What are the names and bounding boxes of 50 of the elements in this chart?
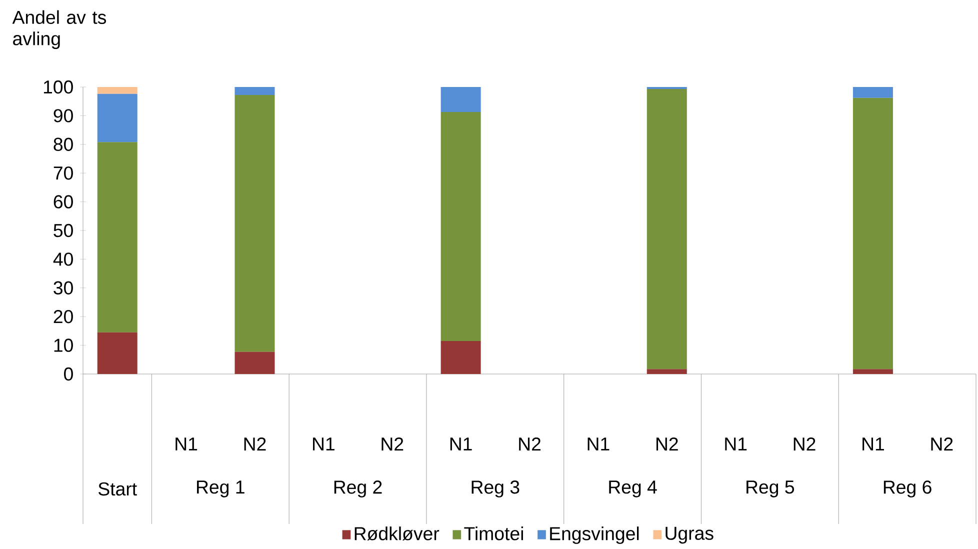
x-tick-label: N2 [382,437,404,451]
y-tick-label: 80 [54,138,73,152]
bar [234,86,275,96]
legend-label: Ugras [666,526,714,544]
y-tick-label: 40 [53,252,73,266]
y-axis-title: Andel av ts avling [12,10,106,49]
text: Reg 5 [746,480,794,498]
legend-label: Timotei [464,526,523,540]
y-tick-label: 90 [54,109,73,122]
bar [440,86,481,112]
y-tick-label: 0 [64,367,73,381]
bar [97,142,138,332]
bar [852,86,893,98]
bar [97,94,138,142]
bar [234,352,275,374]
x-tick-label: N1 [862,438,884,450]
bar [97,332,138,374]
text: Reg 3 [472,480,520,498]
y-tick-label: 10 [54,338,73,352]
bar [97,86,138,94]
bar [234,95,275,352]
x-tick-label: N2 [794,437,816,451]
y-tick-label: 20 [54,310,73,324]
legend-label: Rødkløver [354,526,440,540]
text: Start [98,482,137,496]
x-tick-label: N2 [656,437,678,451]
legend-label: Engsvingel [550,526,639,544]
x-tick-label: N2 [931,437,953,451]
bar [646,89,687,370]
y-tick-label: 50 [54,224,73,238]
text: Reg 1 [197,480,244,498]
text: Reg 6 [884,480,932,498]
y-tick-label: 100 [44,80,73,94]
y-tick-label: 30 [54,281,73,295]
bar [852,369,893,374]
x-tick-label: N1 [176,438,198,450]
bar [440,112,481,341]
y-tick-label: 60 [54,195,73,208]
x-tick-label: N1 [450,438,472,450]
y-tick-label: 70 [54,166,73,180]
x-tick-label: N2 [244,437,266,451]
bar [646,369,687,374]
text: Reg 4 [609,480,657,498]
x-tick-label: N1 [588,438,610,450]
x-tick-label: N1 [313,438,334,450]
bar [440,340,481,374]
bar [852,98,893,370]
x-tick-label: N1 [725,438,747,450]
x-tick-label: N2 [519,437,541,451]
text: Reg 2 [334,480,382,498]
